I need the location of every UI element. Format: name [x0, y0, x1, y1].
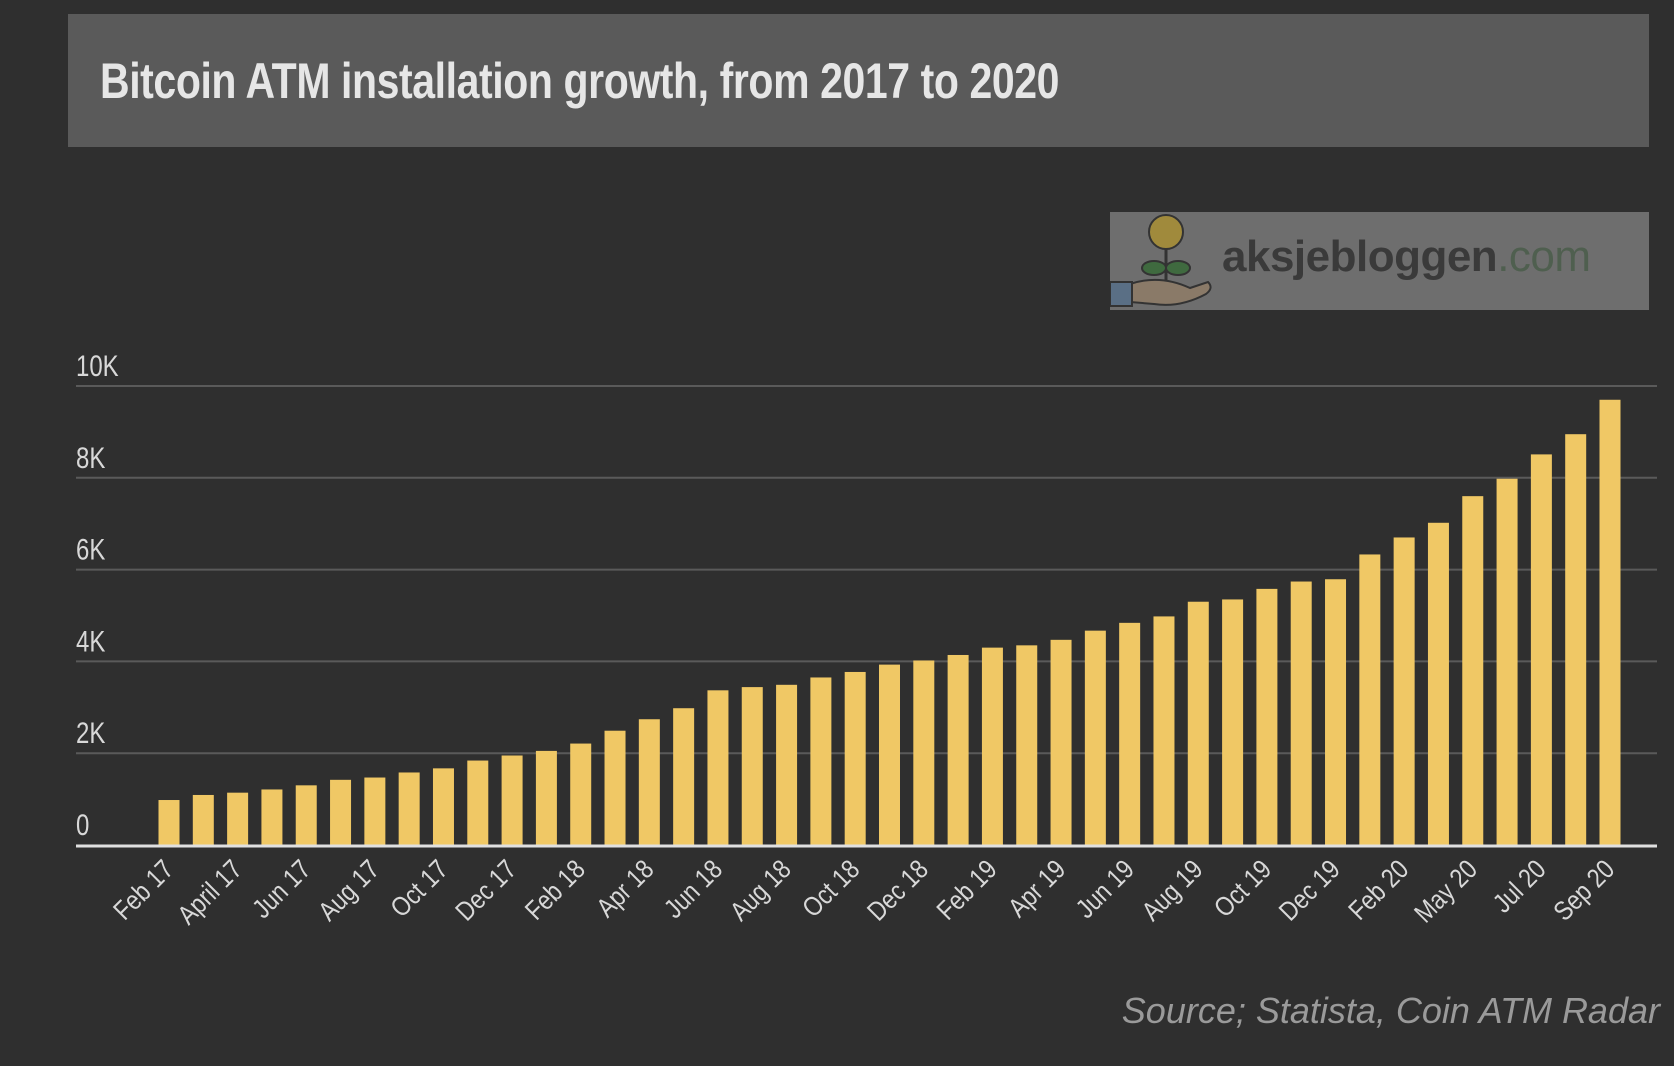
- x-tick-label: Sep 20: [1548, 854, 1621, 927]
- y-tick-label: 6K: [76, 532, 105, 566]
- bar: [707, 690, 729, 845]
- x-tick-label: Feb 18: [519, 854, 591, 926]
- watermark-name: aksjebloggen: [1222, 232, 1498, 281]
- bar: [1153, 616, 1175, 845]
- x-tick-label: Dec 19: [1273, 854, 1346, 927]
- y-tick-label: 10K: [76, 348, 119, 382]
- x-tick-label: April 17: [172, 854, 248, 930]
- bar: [1325, 579, 1347, 845]
- bar: [398, 772, 420, 845]
- bar: [192, 794, 214, 845]
- x-tick-label: Dec 17: [450, 854, 523, 927]
- x-tick-label: Dec 18: [862, 854, 935, 927]
- x-tick-label: Jul 20: [1487, 854, 1552, 919]
- bar: [1530, 454, 1552, 845]
- bar: [1290, 581, 1312, 845]
- bar: [947, 654, 969, 845]
- bar: [295, 785, 317, 845]
- x-tick-label: Aug 18: [724, 854, 797, 927]
- bar: [1359, 554, 1381, 845]
- bar: [638, 719, 660, 845]
- bar: [158, 800, 180, 845]
- bar: [1462, 496, 1484, 845]
- watermark-tld: .com: [1497, 232, 1591, 281]
- bar: [981, 647, 1003, 845]
- bar: [844, 671, 866, 845]
- x-tick-label: Feb 19: [931, 854, 1003, 926]
- x-tick-label: Oct 19: [1208, 854, 1277, 923]
- x-tick-label: Jun 19: [1070, 854, 1140, 924]
- bar: [810, 677, 832, 845]
- bar: [535, 750, 557, 845]
- x-tick-label: Feb 20: [1343, 854, 1415, 926]
- watermark-logo: aksjebloggen.com: [1109, 212, 1649, 310]
- bar: [776, 684, 798, 845]
- bar: [261, 789, 283, 845]
- plant-hand-icon: [1109, 214, 1212, 307]
- x-tick-label: Jun 17: [247, 854, 317, 924]
- bar: [1599, 399, 1621, 845]
- bar: [467, 760, 489, 845]
- bar: [1016, 645, 1038, 845]
- x-tick-label: Aug 17: [313, 854, 386, 927]
- x-tick-label: Jun 18: [658, 854, 728, 924]
- bar: [1119, 622, 1141, 845]
- x-tick-label: May 20: [1409, 854, 1484, 929]
- bar: [1187, 601, 1209, 845]
- bar: [1496, 478, 1518, 845]
- x-tick-label: Oct 18: [797, 854, 866, 923]
- y-tick-label: 2K: [76, 716, 105, 750]
- x-tick-label: Aug 19: [1136, 854, 1209, 927]
- bar: [227, 792, 249, 845]
- bar: [913, 660, 935, 845]
- bar: [1256, 588, 1278, 845]
- source-note: Source; Statista, Coin ATM Radar: [1121, 990, 1660, 1031]
- x-tick-label: Oct 17: [385, 854, 454, 923]
- bar: [570, 743, 592, 845]
- bar: [501, 755, 523, 845]
- bar: [1050, 639, 1072, 845]
- bar: [1393, 537, 1415, 845]
- y-tick-label: 4K: [76, 624, 105, 658]
- bar: [1222, 599, 1244, 845]
- bar: [364, 777, 386, 845]
- title-band: Bitcoin ATM installation growth, from 20…: [68, 14, 1649, 147]
- x-tick-label: Feb 17: [108, 854, 180, 926]
- bar: [432, 768, 454, 845]
- bar: [1084, 630, 1106, 845]
- bar: [604, 730, 626, 845]
- x-tick-label: Apr 19: [1002, 854, 1071, 923]
- bar: [741, 687, 763, 845]
- chart-title: Bitcoin ATM installation growth, from 20…: [100, 53, 1060, 109]
- bar: [673, 708, 695, 845]
- bar: [1427, 522, 1449, 845]
- y-tick-label: 0: [76, 807, 89, 841]
- x-tick-label: Apr 18: [591, 854, 660, 923]
- bar: [879, 664, 900, 845]
- bar: [1565, 434, 1587, 845]
- bar: [330, 779, 352, 845]
- y-tick-label: 8K: [76, 440, 105, 474]
